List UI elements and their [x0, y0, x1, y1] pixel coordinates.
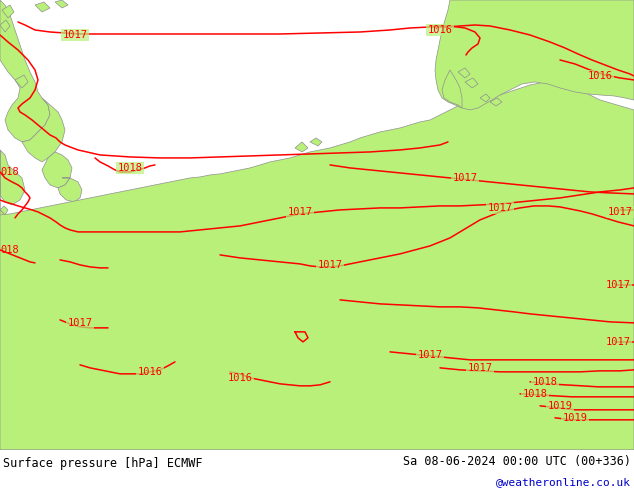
Text: 018: 018	[0, 245, 19, 255]
Polygon shape	[490, 98, 502, 106]
Text: 1016: 1016	[228, 373, 252, 383]
Polygon shape	[58, 178, 82, 202]
Text: 1017: 1017	[607, 207, 633, 217]
Text: 1016: 1016	[588, 71, 612, 81]
Text: 1017: 1017	[318, 260, 342, 270]
Polygon shape	[0, 82, 634, 450]
Polygon shape	[15, 75, 28, 88]
Text: 1017: 1017	[488, 203, 512, 213]
Polygon shape	[480, 94, 490, 102]
Text: 1017: 1017	[467, 363, 493, 373]
Text: 1016: 1016	[427, 25, 453, 35]
Polygon shape	[465, 78, 478, 88]
Text: Surface pressure [hPa] ECMWF: Surface pressure [hPa] ECMWF	[3, 457, 203, 470]
Text: 1017: 1017	[63, 30, 87, 40]
Polygon shape	[0, 150, 634, 450]
Polygon shape	[0, 0, 50, 142]
Polygon shape	[22, 98, 65, 162]
Polygon shape	[310, 138, 322, 146]
Polygon shape	[0, 20, 10, 32]
Text: 1017: 1017	[287, 207, 313, 217]
Text: 1016: 1016	[138, 367, 162, 377]
Polygon shape	[435, 0, 634, 110]
Polygon shape	[458, 68, 470, 78]
Polygon shape	[295, 142, 308, 152]
Text: 1019: 1019	[562, 413, 588, 423]
Polygon shape	[0, 150, 25, 205]
Polygon shape	[55, 0, 68, 8]
Polygon shape	[442, 70, 462, 108]
Polygon shape	[42, 152, 72, 188]
Text: 1017: 1017	[418, 350, 443, 360]
Text: 1019: 1019	[548, 401, 573, 411]
Text: @weatheronline.co.uk: @weatheronline.co.uk	[496, 477, 631, 487]
Text: 018: 018	[0, 167, 19, 177]
Text: 1017: 1017	[453, 173, 477, 183]
Text: 1018: 1018	[522, 389, 548, 399]
Polygon shape	[2, 5, 14, 18]
Text: 1017: 1017	[605, 280, 630, 290]
Polygon shape	[0, 224, 8, 235]
Text: 1017: 1017	[605, 337, 630, 347]
Text: 1018: 1018	[117, 163, 143, 173]
Polygon shape	[35, 2, 50, 12]
Polygon shape	[0, 206, 8, 215]
Text: Sa 08-06-2024 00:00 UTC (00+336): Sa 08-06-2024 00:00 UTC (00+336)	[403, 455, 631, 468]
Text: 1017: 1017	[67, 318, 93, 328]
Text: 1018: 1018	[533, 377, 557, 387]
